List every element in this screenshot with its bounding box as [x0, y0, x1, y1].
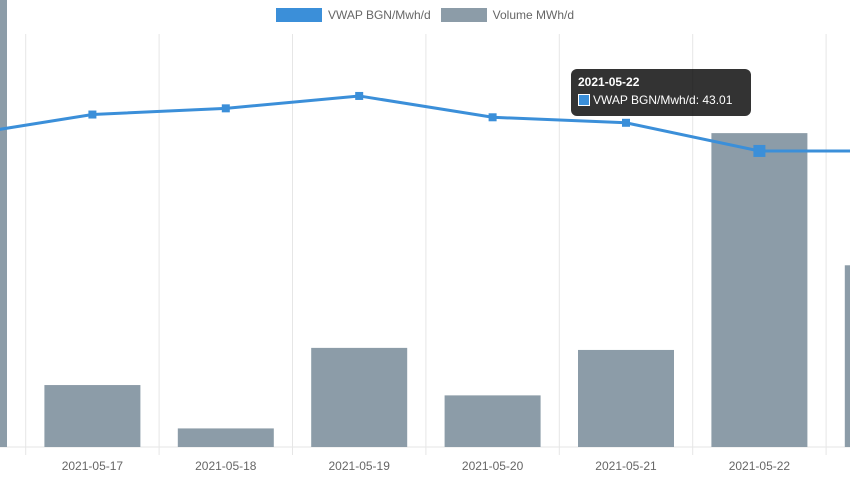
vwap-point-2021-05-18[interactable]: [221, 104, 230, 113]
legend-label-vwap: VWAP BGN/Mwh/d: [327, 8, 431, 22]
x-tick-label: 2021-05-19: [329, 459, 391, 473]
volume-bar-2021-05-20[interactable]: [444, 395, 541, 447]
tooltip-swatch: [578, 94, 590, 106]
volume-bar-2021-05-21[interactable]: [578, 349, 674, 447]
volume-bar-2021-05-22[interactable]: [711, 133, 808, 447]
volume-bar-2021-05-19[interactable]: [311, 347, 408, 447]
tooltip-row: VWAP BGN/Mwh/d: 43.01: [578, 93, 744, 107]
volume-bar-2021-05-16[interactable]: [0, 0, 7, 447]
volume-bar-2021-05-17[interactable]: [44, 385, 141, 447]
tooltip: 2021-05-22 VWAP BGN/Mwh/d: 43.01: [571, 69, 751, 116]
tooltip-title: 2021-05-22: [578, 75, 640, 89]
volume-bar-2021-05-18[interactable]: [177, 428, 274, 447]
legend-swatch-volume: [440, 8, 487, 22]
x-tick-label: 2021-05-21: [595, 459, 657, 473]
legend-swatch-vwap: [275, 8, 322, 22]
x-tick-label: 2021-05-20: [462, 459, 524, 473]
legend-label-volume: Volume MWh/d: [492, 8, 575, 22]
volume-bar-2021-05-23[interactable]: [844, 265, 850, 447]
x-tick-label: 2021-05-18: [195, 459, 257, 473]
vwap-point-2021-05-17[interactable]: [88, 110, 97, 119]
legend: VWAP BGN/Mwh/d Volume MWh/d: [0, 8, 850, 22]
legend-item-volume[interactable]: Volume MWh/d: [440, 8, 575, 22]
x-tick-label: 2021-05-22: [729, 459, 791, 473]
vwap-point-2021-05-22[interactable]: [753, 144, 766, 157]
x-tick-label: 2021-05-17: [62, 459, 124, 473]
vwap-point-2021-05-21[interactable]: [622, 118, 630, 127]
vwap-point-2021-05-19[interactable]: [355, 91, 364, 100]
vwap-point-2021-05-20[interactable]: [488, 113, 497, 122]
vwap-line: [0, 94, 850, 153]
legend-item-vwap[interactable]: VWAP BGN/Mwh/d: [275, 8, 431, 22]
tooltip-label: VWAP BGN/Mwh/d: 43.01: [593, 93, 733, 107]
